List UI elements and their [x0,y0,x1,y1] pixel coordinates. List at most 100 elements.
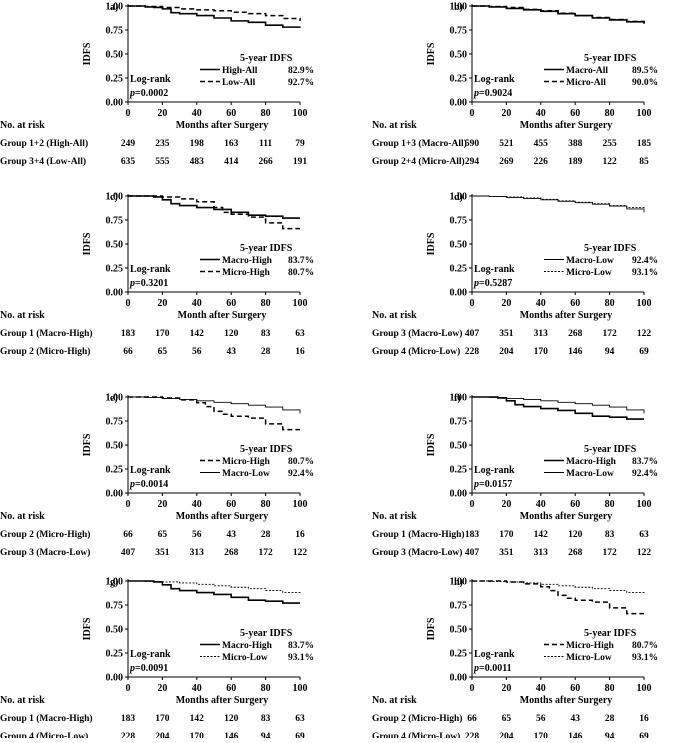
panel-h-x-tick-label: 20 [501,683,511,694]
panel-h-y-tick-label: 0.25 [450,649,468,660]
panel-g-risk-value: 170 [155,714,170,724]
panel-b-risk-value: 294 [465,157,480,167]
panel-c-letter: c) [110,192,118,203]
panel-b-legend-name-macro-all: Macro-All [566,66,608,76]
panel-e-risk-value: 56 [192,530,202,540]
panel-f-x-axis-label: Months after Surgery [520,511,613,522]
panel-c-legend-name-micro-high: Micro-High [222,268,271,278]
panel-b-risk-value: 185 [637,139,652,149]
panel-h-risk-value: 228 [465,732,480,738]
panel-c-risk-value: 66 [123,347,133,357]
panel-a-x-axis-label: Months after Surgery [176,120,269,131]
panel-d-letter: d) [454,192,463,203]
panel-c-x-tick-label: 40 [192,298,202,309]
panel-d-y-tick-label: 0.50 [450,240,468,251]
panel-b-risk-value: 521 [499,139,514,149]
panel-h-legend-title: 5-year IDFS [584,628,637,639]
panel-e-risk-value: 28 [261,530,271,540]
panel-e-y-axis-label: IDFS [82,433,93,456]
panel-d-risk-value: 313 [534,329,549,339]
panel-c-x-tick-label: 60 [226,298,236,309]
panel-h-risk-value: 94 [605,732,615,738]
panel-g-risk-value: 142 [190,714,205,724]
panel-g-legend-pct-macro-high: 83.7% [288,641,314,651]
panel-d-risk-value: 407 [465,329,480,339]
panel-e-risk-value: 407 [121,548,136,558]
panel-b-risk-row-label: Group 1+3 (Macro-All) [372,138,467,149]
panel-e-y-tick-label: 0.75 [106,417,124,428]
panel-g-x-tick-label: 20 [157,683,167,694]
panel-g-x-tick-label: 100 [293,683,308,694]
panel-c-risk-value: 142 [190,329,205,339]
panel-h-p-value-rest: =0.0011 [479,663,512,674]
panel-a-risk-value: 235 [155,139,170,149]
panel-h-curve-micro-low [472,580,645,595]
panel-a-y-tick-label: 1.00 [106,2,124,13]
panel-a-risk-value: 79 [295,139,305,149]
panel-b-risk-value: 255 [602,139,617,149]
panel-g-y-tick-label: 0.75 [106,601,124,612]
panel-g-logrank-label: Log-rank [130,649,171,660]
panel-f-risk-row-label: Group 3 (Macro-Low) [372,547,462,558]
panel-e-y-tick-label: 0.00 [106,489,124,500]
panel-b-x-tick-label: 80 [605,108,615,119]
panel-b-p-value-rest: =0.9024 [479,88,512,99]
panel-d-legend-title: 5-year IDFS [584,243,637,254]
panel-h-risk-value: 146 [568,732,583,738]
panel-g-p-value-rest: =0.0091 [135,663,168,674]
panel-b-y-tick-label: 0.25 [450,74,468,85]
panel-d-y-tick-label: 0.00 [450,288,468,299]
panel-f-legend-name-macro-high: Macro-High [566,457,617,467]
panel-e-curve-macro-low [128,396,301,414]
panel-e-legend-name-micro-high: Micro-High [222,457,271,467]
panel-g-risk-row-label: Group 4 (Micro-Low) [0,731,88,738]
panel-a-legend-title: 5-year IDFS [240,53,293,64]
panel-g-x-tick-label: 60 [226,683,236,694]
panel-b-y-tick-label: 0.00 [450,98,468,109]
panel-c-risk-row-label: Group 2 (Micro-High) [0,346,90,357]
panel-g-y-tick-label: 0.50 [106,625,124,636]
panel-a-x-tick-label: 60 [226,108,236,119]
panel-h-risk-value: 69 [639,732,649,738]
panel-c-y-tick-label: 1.00 [106,192,124,203]
panel-c-legend-name-macro-high: Macro-High [222,256,273,266]
panel-f-risk-value: 351 [499,548,514,558]
panel-h-risk-value: 204 [499,732,514,738]
panel-b-risk-title: No. at risk [372,120,417,131]
panel-e-p-value-rest: =0.0014 [135,479,168,490]
panel-b-y-tick-label: 0.75 [450,26,468,37]
panel-b-legend-title: 5-year IDFS [584,53,637,64]
panel-e-x-tick-label: 100 [293,499,308,510]
panel-g-letter: g) [110,577,118,588]
panel-f-y-axis-label: IDFS [426,433,437,456]
panel-h-x-tick-label: 60 [570,683,580,694]
panel-d-y-axis-label: IDFS [426,232,437,255]
panel-e-risk-title: No. at risk [0,511,45,522]
panel-e-legend-pct-macro-low: 92.4% [288,469,314,479]
panel-d-x-tick-label: 80 [605,298,615,309]
panel-h-risk-value: 28 [605,714,615,724]
panel-e-risk-row-label: Group 3 (Macro-Low) [0,547,90,558]
panel-b-curve-micro-all [472,5,645,24]
panel-e-risk-value: 172 [258,548,273,558]
panel-h-curve-micro-high [472,580,644,615]
panel-e-x-tick-label: 20 [157,499,167,510]
panel-e-risk-row-label: Group 2 (Micro-High) [0,529,90,540]
panel-c-legend-title: 5-year IDFS [240,243,293,254]
panel-f-letter: f) [454,393,461,404]
panel-d-curve-macro-low [472,195,645,213]
panel-e-risk-value: 122 [293,548,308,558]
panel-c-curve-micro-high [128,195,300,230]
panel-c-p-value-italic: p [129,278,135,289]
panel-b-y-axis-label: IDFS [426,42,437,65]
panel-d-y-tick-label: 1.00 [450,192,468,203]
panel-f-risk-value: 170 [499,530,514,540]
panel-c-risk-value: 16 [295,347,305,357]
panel-h-risk-row-label: Group 2 (Micro-High) [372,713,462,724]
panel-g-legend-title: 5-year IDFS [240,628,293,639]
panel-g-risk-value: 204 [155,732,170,738]
panel-b-letter: b) [454,2,463,13]
panel-a-risk-value: 266 [258,157,273,167]
panel-d-risk-value: 172 [602,329,617,339]
